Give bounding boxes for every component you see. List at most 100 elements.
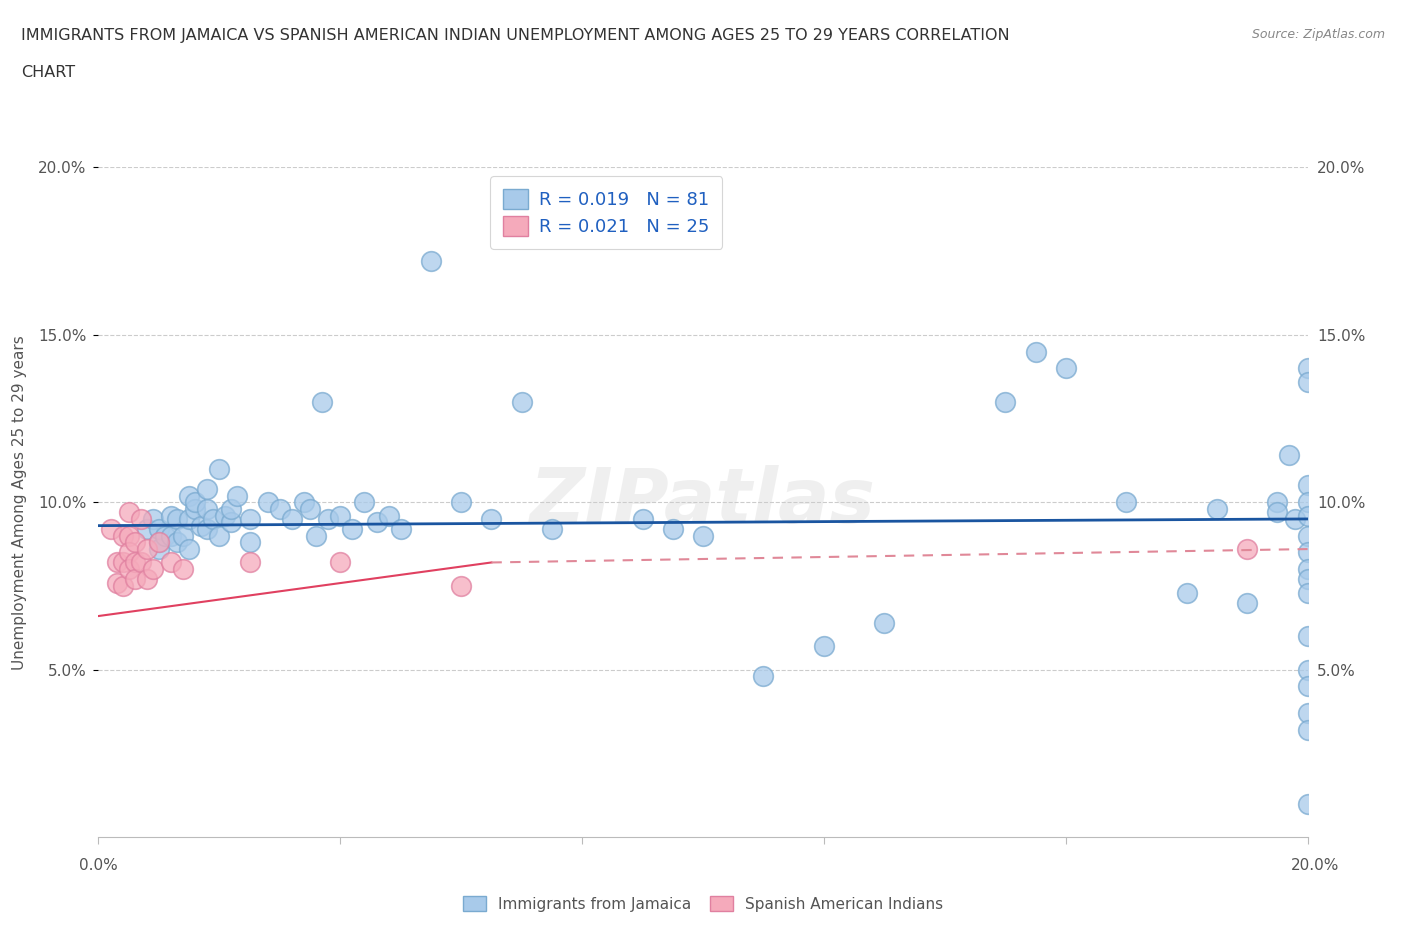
Point bbox=[239, 512, 262, 526]
Point bbox=[1236, 541, 1258, 556]
Point bbox=[510, 394, 533, 409]
Point bbox=[172, 528, 194, 543]
Point bbox=[129, 555, 152, 570]
Point bbox=[481, 512, 503, 526]
Point bbox=[105, 575, 128, 590]
Point bbox=[124, 555, 146, 570]
Point bbox=[662, 522, 685, 537]
Point bbox=[329, 508, 352, 523]
Point bbox=[129, 512, 152, 526]
Point bbox=[160, 555, 183, 570]
Point bbox=[631, 512, 654, 526]
Point bbox=[239, 555, 262, 570]
Point bbox=[752, 669, 775, 684]
Point bbox=[540, 522, 562, 537]
Point bbox=[366, 515, 388, 530]
Point bbox=[1267, 495, 1289, 510]
Point bbox=[118, 562, 141, 577]
Point bbox=[1296, 478, 1319, 493]
Point bbox=[1296, 374, 1319, 389]
Point bbox=[1236, 595, 1258, 610]
Text: 0.0%: 0.0% bbox=[79, 857, 118, 872]
Point bbox=[124, 572, 146, 587]
Point bbox=[135, 541, 157, 556]
Point bbox=[1296, 508, 1319, 523]
Point bbox=[111, 528, 134, 543]
Point bbox=[118, 545, 141, 560]
Point bbox=[1296, 528, 1319, 543]
Point bbox=[118, 528, 141, 543]
Point bbox=[1296, 796, 1319, 811]
Point bbox=[1296, 679, 1319, 694]
Point bbox=[118, 505, 141, 520]
Point bbox=[148, 535, 170, 550]
Point bbox=[195, 522, 218, 537]
Legend: Immigrants from Jamaica, Spanish American Indians: Immigrants from Jamaica, Spanish America… bbox=[457, 889, 949, 918]
Point bbox=[1296, 723, 1319, 737]
Point bbox=[1296, 572, 1319, 587]
Point bbox=[208, 528, 231, 543]
Point bbox=[195, 482, 218, 497]
Point bbox=[1296, 361, 1319, 376]
Point bbox=[202, 512, 225, 526]
Point bbox=[148, 535, 170, 550]
Text: ZIPatlas: ZIPatlas bbox=[530, 465, 876, 539]
Point bbox=[1054, 361, 1077, 376]
Point bbox=[813, 639, 835, 654]
Point bbox=[1296, 629, 1319, 644]
Point bbox=[1284, 512, 1306, 526]
Point bbox=[353, 495, 375, 510]
Point bbox=[166, 512, 188, 526]
Point bbox=[342, 522, 364, 537]
Point bbox=[160, 508, 183, 523]
Point bbox=[1296, 585, 1319, 600]
Point bbox=[135, 572, 157, 587]
Point bbox=[184, 501, 207, 516]
Text: 20.0%: 20.0% bbox=[1291, 857, 1339, 872]
Point bbox=[1267, 505, 1289, 520]
Point bbox=[239, 535, 262, 550]
Point bbox=[1278, 448, 1301, 463]
Point bbox=[148, 541, 170, 556]
Text: Source: ZipAtlas.com: Source: ZipAtlas.com bbox=[1251, 28, 1385, 41]
Point bbox=[221, 515, 243, 530]
Point bbox=[179, 512, 201, 526]
Point bbox=[142, 512, 165, 526]
Point bbox=[184, 495, 207, 510]
Y-axis label: Unemployment Among Ages 25 to 29 years: Unemployment Among Ages 25 to 29 years bbox=[13, 335, 27, 670]
Point bbox=[179, 488, 201, 503]
Point bbox=[281, 512, 304, 526]
Point bbox=[316, 512, 339, 526]
Point bbox=[692, 528, 714, 543]
Point bbox=[1115, 495, 1137, 510]
Point bbox=[142, 562, 165, 577]
Point bbox=[873, 616, 896, 631]
Point bbox=[420, 254, 443, 269]
Point bbox=[329, 555, 352, 570]
Point bbox=[377, 508, 399, 523]
Point bbox=[124, 535, 146, 550]
Point bbox=[292, 495, 315, 510]
Point bbox=[994, 394, 1017, 409]
Point bbox=[450, 578, 472, 593]
Point bbox=[311, 394, 333, 409]
Point bbox=[389, 522, 412, 537]
Point bbox=[190, 518, 212, 533]
Point bbox=[214, 508, 236, 523]
Point bbox=[1296, 706, 1319, 721]
Point bbox=[111, 578, 134, 593]
Point bbox=[1024, 344, 1046, 359]
Point bbox=[111, 555, 134, 570]
Point bbox=[172, 562, 194, 577]
Point bbox=[299, 501, 322, 516]
Point bbox=[148, 522, 170, 537]
Point bbox=[1296, 495, 1319, 510]
Point bbox=[105, 555, 128, 570]
Point bbox=[153, 528, 176, 543]
Point bbox=[269, 501, 291, 516]
Point bbox=[226, 488, 249, 503]
Text: CHART: CHART bbox=[21, 65, 75, 80]
Point bbox=[1296, 662, 1319, 677]
Point bbox=[135, 522, 157, 537]
Point bbox=[305, 528, 328, 543]
